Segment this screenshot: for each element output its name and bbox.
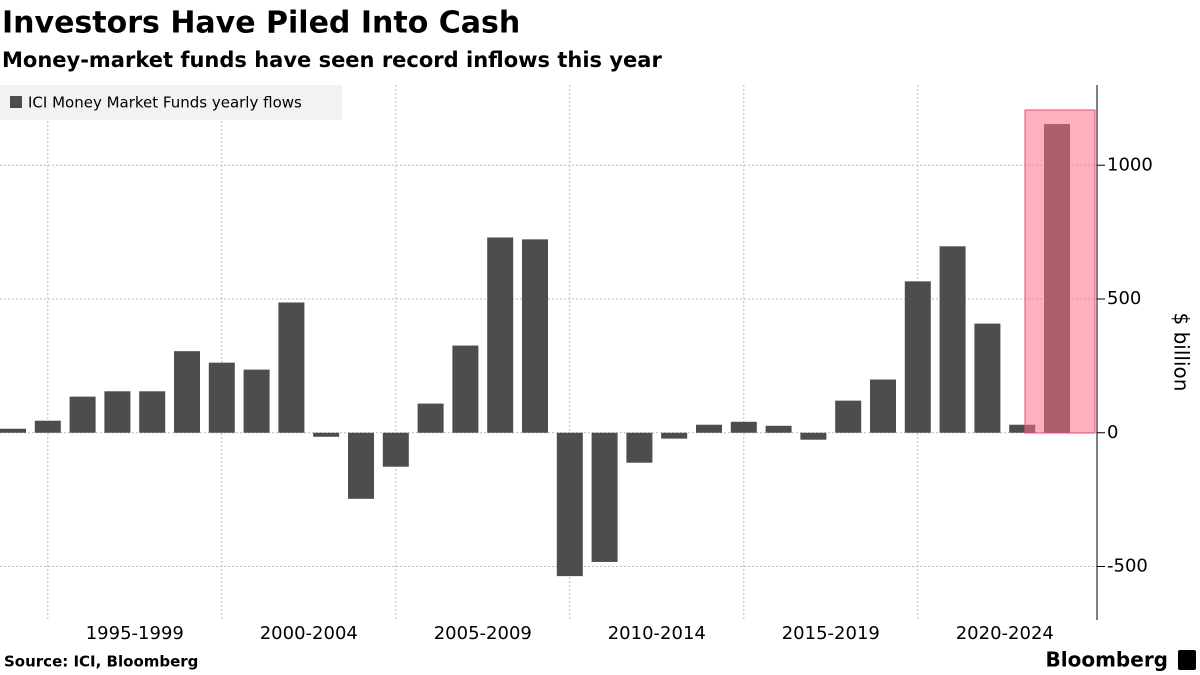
bar bbox=[904, 281, 931, 433]
chart-subtitle: Money-market funds have seen record infl… bbox=[2, 48, 662, 72]
x-group-label: 2020-2024 bbox=[956, 623, 1054, 644]
y-tick-label: 1000 bbox=[1107, 154, 1153, 175]
bar bbox=[243, 369, 270, 433]
y-axis-label: $ billion bbox=[1170, 313, 1194, 392]
bar bbox=[278, 302, 305, 433]
x-group-label: 2015-2019 bbox=[782, 623, 880, 644]
bar bbox=[174, 351, 200, 433]
bar bbox=[487, 237, 514, 433]
bar bbox=[939, 246, 966, 433]
bar bbox=[661, 432, 688, 439]
bar bbox=[313, 432, 340, 437]
bar bbox=[556, 432, 583, 577]
legend-label: ICI Money Market Funds yearly flows bbox=[28, 94, 302, 112]
x-group-label: 2000-2004 bbox=[260, 623, 358, 644]
bar bbox=[382, 432, 409, 467]
bar bbox=[1009, 424, 1036, 433]
bar bbox=[348, 432, 374, 499]
y-tick-label: 0 bbox=[1107, 422, 1118, 443]
chart-title: Investors Have Piled Into Cash bbox=[2, 6, 520, 41]
bar bbox=[835, 400, 862, 433]
bar bbox=[417, 403, 444, 433]
x-group-label: 2005-2009 bbox=[434, 623, 532, 644]
source: Source: ICI, Bloomberg bbox=[4, 653, 198, 671]
bar bbox=[870, 379, 896, 433]
bar bbox=[104, 391, 131, 433]
x-group-label: 2010-2014 bbox=[608, 623, 706, 644]
bar bbox=[0, 428, 26, 433]
bar bbox=[800, 432, 827, 440]
bar bbox=[626, 432, 653, 463]
bar bbox=[591, 432, 618, 562]
bar bbox=[208, 362, 235, 433]
legend-swatch bbox=[10, 96, 22, 108]
y-tick-label: -500 bbox=[1107, 556, 1148, 577]
legend bbox=[0, 85, 342, 120]
bar bbox=[765, 425, 792, 433]
bar bbox=[522, 239, 548, 433]
y-tick-label: 500 bbox=[1107, 288, 1141, 309]
highlight-box bbox=[1024, 109, 1096, 434]
bar bbox=[139, 391, 166, 433]
plot: -500 0 500 1000 1995-1999 2000-2004 2005-2009 2… bbox=[0, 85, 1153, 644]
brand: Bloomberg bbox=[1046, 648, 1168, 672]
bar bbox=[974, 323, 1001, 433]
bar bbox=[696, 424, 722, 433]
bar bbox=[730, 421, 757, 433]
bar bbox=[452, 345, 479, 433]
bar bbox=[69, 396, 96, 433]
x-group-label: 1995-1999 bbox=[86, 623, 184, 644]
bar bbox=[34, 420, 61, 433]
brand-icon bbox=[1178, 650, 1196, 670]
